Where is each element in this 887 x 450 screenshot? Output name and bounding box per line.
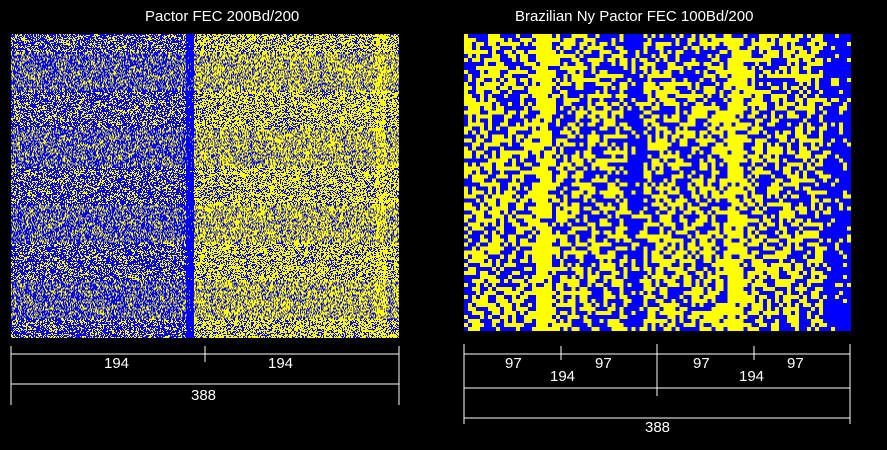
right-dim-label-388: 388 bbox=[642, 419, 674, 436]
left-dim-label-194-a: 194 bbox=[101, 355, 133, 372]
right-dim-label-97-b: 97 bbox=[592, 355, 615, 372]
right-bitmap-raster bbox=[464, 34, 851, 331]
right-panel-title: Brazilian Ny Pactor FEC 100Bd/200 bbox=[515, 8, 754, 25]
left-dim-label-194-b: 194 bbox=[265, 355, 297, 372]
right-dim-label-194-b: 194 bbox=[736, 368, 768, 385]
left-dim-label-388: 388 bbox=[188, 387, 220, 404]
left-bitmap-raster bbox=[11, 34, 399, 338]
right-dim-label-97-a: 97 bbox=[502, 355, 525, 372]
right-dim-label-194-a: 194 bbox=[547, 368, 579, 385]
right-dim-label-97-c: 97 bbox=[690, 355, 713, 372]
left-panel-title: Pactor FEC 200Bd/200 bbox=[145, 8, 300, 25]
right-dim-label-97-d: 97 bbox=[784, 355, 807, 372]
